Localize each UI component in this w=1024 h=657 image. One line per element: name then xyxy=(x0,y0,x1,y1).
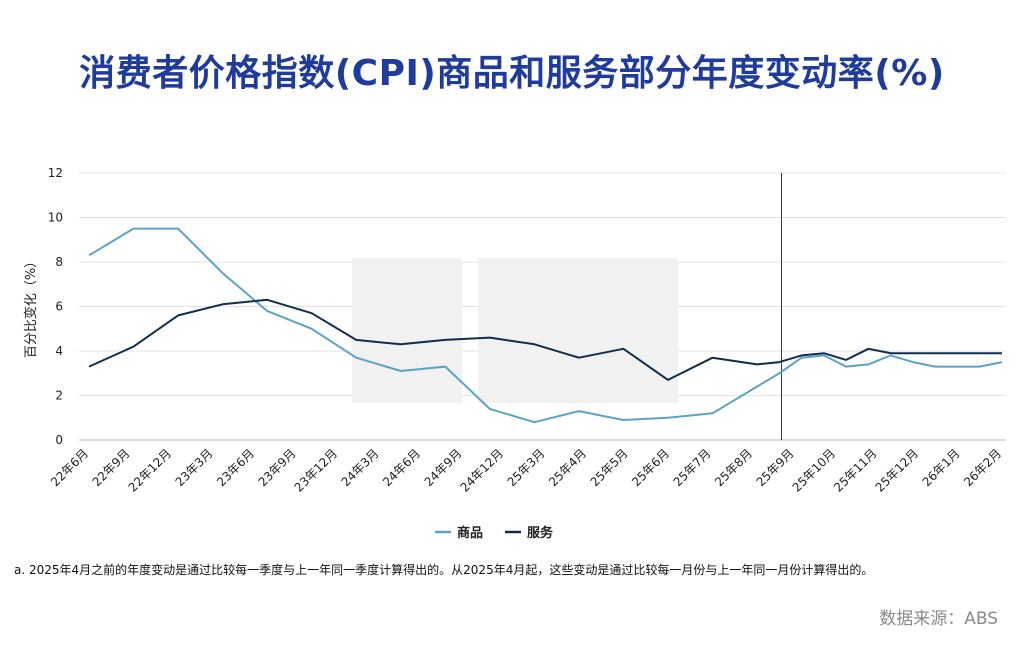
y-tick-label: 10 xyxy=(48,211,63,225)
data-source: 数据来源：ABS xyxy=(879,609,998,629)
y-tick-label: 4 xyxy=(55,344,63,358)
y-tick-label: 0 xyxy=(55,433,63,447)
x-tick-label: 25年5月 xyxy=(588,446,631,489)
series-line-goods xyxy=(88,227,1003,424)
y-tick-label: 6 xyxy=(55,300,63,314)
series-lines xyxy=(88,227,1003,424)
x-tick-label: 25年6月 xyxy=(629,446,672,489)
x-tick-label: 25年4月 xyxy=(546,446,589,489)
y-tick-label: 2 xyxy=(55,389,63,403)
chart-title: 消费者价格指数(CPI)商品和服务部分年度变动率(%) xyxy=(79,53,945,94)
x-tick-label: 26年2月 xyxy=(961,446,1004,489)
x-tick-label: 25年8月 xyxy=(712,446,755,489)
x-tick-label: 25年7月 xyxy=(671,446,714,489)
x-tick-label: 23年6月 xyxy=(214,446,257,489)
watermark xyxy=(352,258,678,403)
x-tick-label: 22年9月 xyxy=(90,446,133,489)
x-tick-label: 24年3月 xyxy=(339,446,382,489)
x-tick-label: 24年12月 xyxy=(458,446,506,494)
x-tick-label: 24年9月 xyxy=(422,446,465,489)
legend: 商品 服务 xyxy=(435,525,554,541)
x-axis-ticks: 22年6月22年9月22年12月23年3月23年6月23年9月23年12月24年… xyxy=(48,446,1004,494)
x-tick-label: 23年3月 xyxy=(173,446,216,489)
legend-label: 商品 xyxy=(457,525,483,541)
x-tick-label: 24年6月 xyxy=(380,446,423,489)
x-tick-label: 22年12月 xyxy=(126,446,174,494)
y-tick-label: 12 xyxy=(48,166,63,180)
x-tick-label: 22年6月 xyxy=(48,446,91,489)
x-tick-label: 25年12月 xyxy=(873,446,921,494)
x-tick-label: 25年10月 xyxy=(790,446,838,494)
x-tick-label: 23年9月 xyxy=(256,446,299,489)
watermark-block-right xyxy=(478,258,678,403)
y-axis-label: 百分比变化（%） xyxy=(23,255,39,358)
y-tick-label: 8 xyxy=(55,255,63,269)
x-tick-label: 25年11月 xyxy=(831,446,879,494)
cpi-line-chart: 0 2 4 6 8 10 12 22年6月22年9月22年12月23年3月23年6月23年9… xyxy=(23,166,1006,541)
series-line-services xyxy=(88,298,1002,381)
x-tick-label: 25年9月 xyxy=(754,446,797,489)
x-tick-label: 23年12月 xyxy=(292,446,340,494)
x-tick-label: 25年3月 xyxy=(505,446,548,489)
legend-label: 服务 xyxy=(527,525,554,541)
footnote: a. 2025年4月之前的年度变动是通过比较每一季度与上一年同一季度计算得出的。… xyxy=(14,563,874,577)
y-axis-ticks: 0 2 4 6 8 10 12 xyxy=(48,166,63,447)
x-tick-label: 26年1月 xyxy=(920,446,963,489)
watermark-block-left xyxy=(352,258,462,403)
